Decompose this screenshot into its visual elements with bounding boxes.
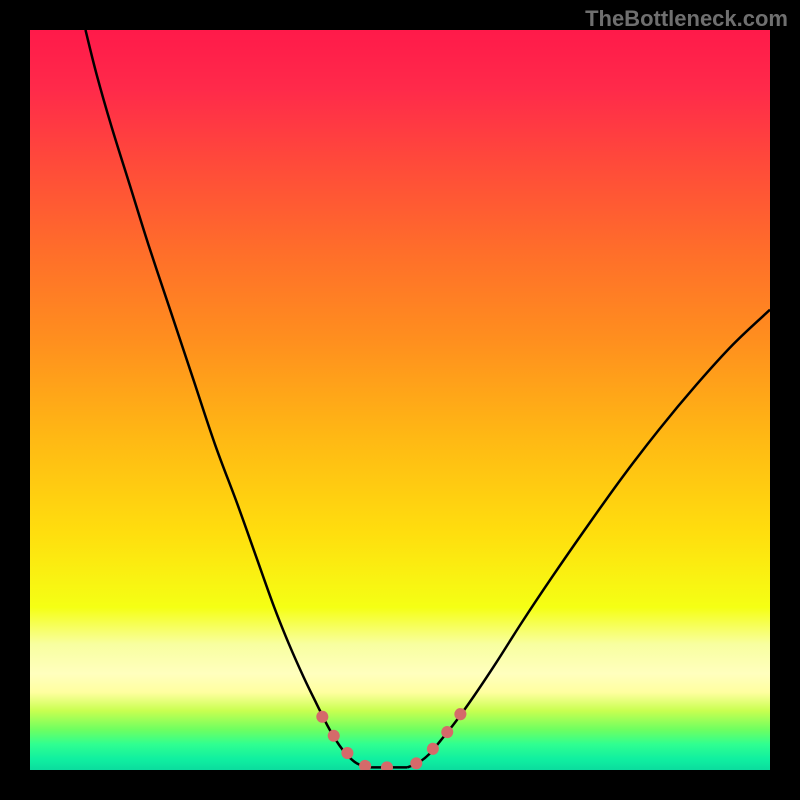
chart-svg bbox=[0, 0, 800, 800]
plot-area bbox=[30, 30, 770, 770]
chart-stage: TheBottleneck.com bbox=[0, 0, 800, 800]
